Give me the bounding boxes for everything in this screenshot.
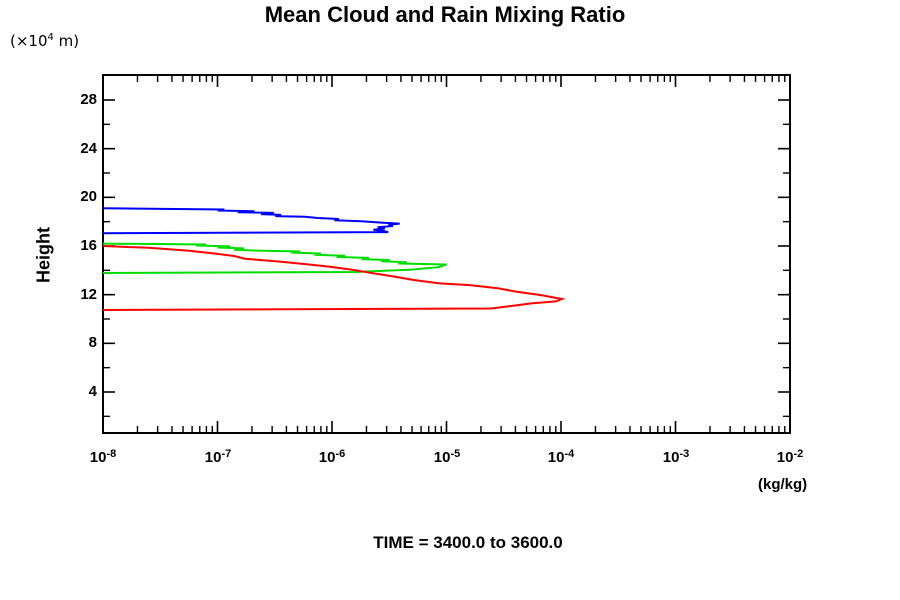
y-axis-scale-prefix: (×10 (10, 32, 48, 50)
y-tick-label: 12 (80, 286, 97, 303)
y-tick-label: 24 (80, 140, 97, 157)
series-line-green (102, 242, 447, 274)
x-tick-label: 10-5 (433, 448, 461, 466)
y-tick-label: 16 (80, 237, 97, 254)
y-tick-label: 4 (88, 383, 97, 400)
series-line-blue (102, 207, 400, 235)
plot-border (102, 74, 791, 434)
x-tick-label: 10-6 (318, 448, 346, 466)
y-axis-scale-exponent: 4 (47, 32, 54, 43)
y-tick-label: 8 (88, 334, 97, 351)
y-tick-label: 28 (80, 91, 97, 108)
x-tick-label: 10-2 (776, 448, 804, 466)
y-tick-label: 20 (80, 188, 97, 205)
y-axis-scale-label: (×104 m) (10, 32, 79, 50)
x-axis-unit-label: (kg/kg) (758, 476, 808, 493)
x-tick-label: 10-4 (547, 448, 575, 466)
series-line-red (102, 245, 566, 311)
chart-title: Mean Cloud and Rain Mixing Ratio (264, 2, 626, 27)
x-tick-label: 10-8 (89, 448, 117, 466)
time-annotation: TIME = 3400.0 to 3600.0 (373, 533, 563, 552)
x-tick-label: 10-7 (204, 448, 232, 466)
x-tick-label: 10-3 (662, 448, 690, 466)
y-axis-scale-suffix: m) (53, 32, 80, 50)
